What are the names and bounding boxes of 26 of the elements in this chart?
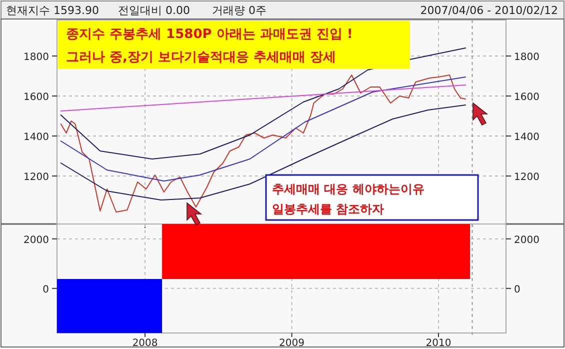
y-tick-label: 2000 <box>24 234 49 246</box>
y2-tick-label: 0 <box>514 284 520 296</box>
y2-tick-label: 2000 <box>514 234 540 246</box>
y-tick-label: 1400 <box>24 132 49 143</box>
line-series <box>60 76 466 182</box>
annotation: 그러나 중,장기 보다기술적대응 추세매매 장세 <box>66 50 336 65</box>
annotation: 종지수 주봉추세 1580P 아래는 과매도권 진입 ! <box>66 27 353 42</box>
x-tick-label: 2009 <box>279 338 304 349</box>
y-tick-label: 0 <box>42 284 49 296</box>
y2-tick-label: 1200 <box>514 172 540 183</box>
text: 전일대비 0.00 <box>118 4 190 17</box>
x-tick-label: 2008 <box>132 338 158 349</box>
text: 현재지수 1593.90 <box>6 4 99 17</box>
annotation: 일봉추세를 참조하자 <box>272 202 384 216</box>
line-series <box>60 48 466 160</box>
y-tick-label: 1800 <box>24 52 49 63</box>
text: 2007/04/06 - 2010/02/12 <box>420 4 558 17</box>
annotation: 추세매매 대응 헤야하는이유 <box>272 182 424 196</box>
y2-tick-label: 1800 <box>514 52 540 63</box>
y-tick-label: 1600 <box>24 92 49 103</box>
x-tick-label: 2010 <box>426 338 452 349</box>
y2-tick-label: 1600 <box>514 92 540 103</box>
y2-tick-label: 1400 <box>514 132 540 143</box>
text: 거래량 0주 <box>212 4 266 17</box>
y-tick-label: 1200 <box>24 172 49 183</box>
line-series <box>60 104 466 200</box>
